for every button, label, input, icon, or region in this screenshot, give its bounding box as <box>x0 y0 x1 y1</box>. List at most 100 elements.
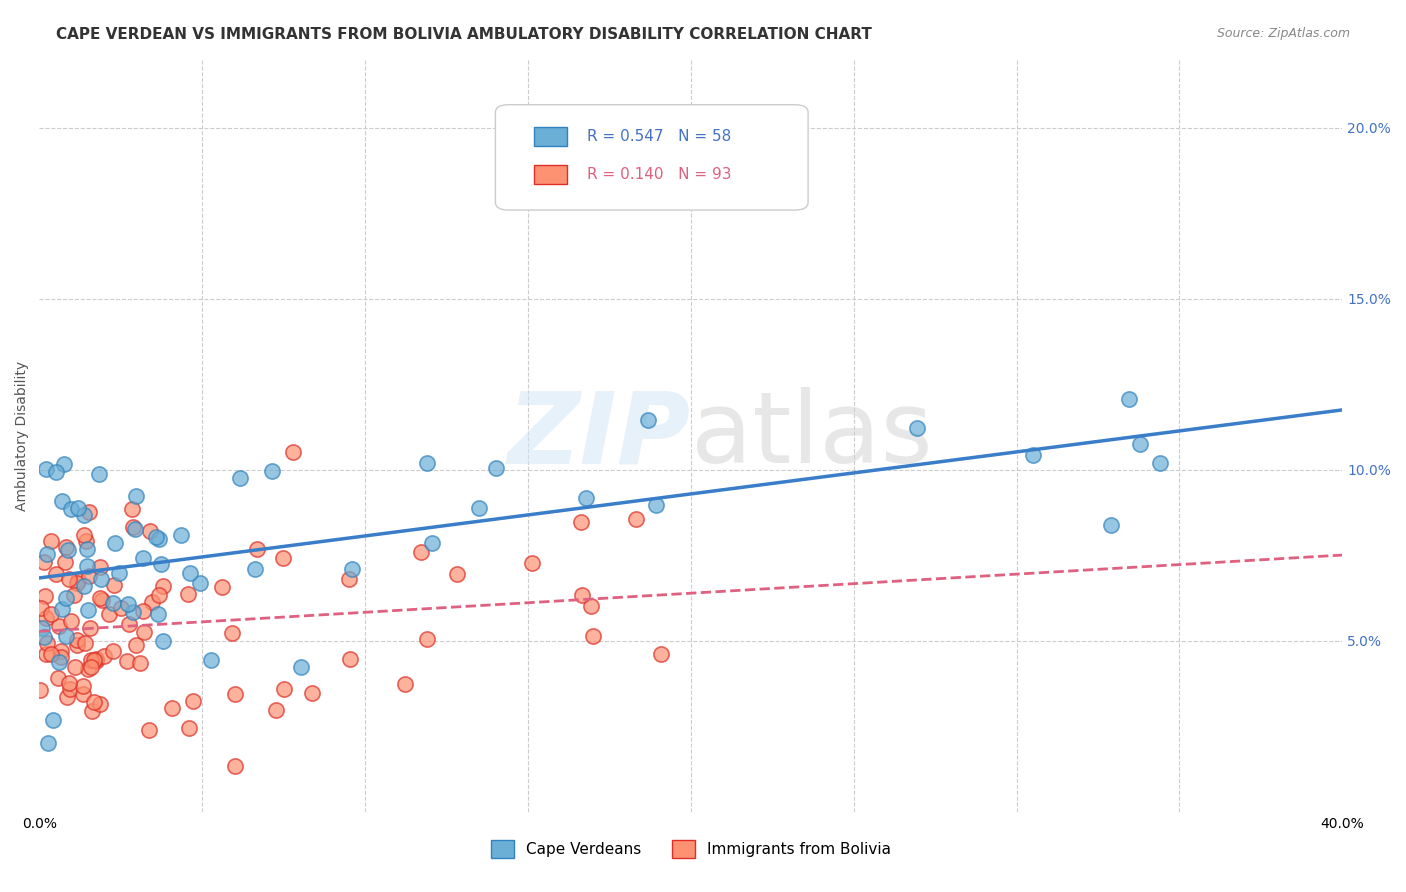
Cape Verdeans <box>59 501 82 516</box>
Immigrants from Bolivia <box>77 662 100 676</box>
Cape Verdeans <box>37 547 59 561</box>
Immigrants from Bolivia <box>63 659 86 673</box>
Immigrants from Bolivia <box>39 647 62 661</box>
Immigrants from Bolivia <box>624 512 647 526</box>
Immigrants from Bolivia <box>83 653 105 667</box>
Immigrants from Bolivia <box>65 576 87 591</box>
Immigrants from Bolivia <box>39 607 62 621</box>
Immigrants from Bolivia <box>221 626 243 640</box>
Text: R = 0.547   N = 58: R = 0.547 N = 58 <box>586 129 731 145</box>
Immigrants from Bolivia <box>83 695 105 709</box>
Immigrants from Bolivia <box>45 566 67 581</box>
Cape Verdeans <box>51 493 73 508</box>
Immigrants from Bolivia <box>121 502 143 516</box>
Immigrants from Bolivia <box>46 671 69 685</box>
Cape Verdeans <box>485 461 508 475</box>
Immigrants from Bolivia <box>72 679 94 693</box>
Immigrants from Bolivia <box>37 636 59 650</box>
Cape Verdeans <box>32 630 55 644</box>
Immigrants from Bolivia <box>93 648 115 663</box>
Cape Verdeans <box>644 498 666 512</box>
Immigrants from Bolivia <box>224 759 246 773</box>
Immigrants from Bolivia <box>176 586 198 600</box>
Immigrants from Bolivia <box>273 682 295 697</box>
Immigrants from Bolivia <box>97 607 120 621</box>
Cape Verdeans <box>131 550 153 565</box>
Cape Verdeans <box>124 522 146 536</box>
Immigrants from Bolivia <box>89 560 111 574</box>
Text: Source: ZipAtlas.com: Source: ZipAtlas.com <box>1216 27 1350 40</box>
Immigrants from Bolivia <box>148 588 170 602</box>
FancyBboxPatch shape <box>534 128 567 146</box>
Immigrants from Bolivia <box>181 694 204 708</box>
Immigrants from Bolivia <box>138 524 160 538</box>
Immigrants from Bolivia <box>569 516 592 530</box>
Immigrants from Bolivia <box>650 647 672 661</box>
Immigrants from Bolivia <box>82 705 104 719</box>
Cape Verdeans <box>45 465 67 479</box>
Immigrants from Bolivia <box>84 652 107 666</box>
Immigrants from Bolivia <box>264 703 287 717</box>
Immigrants from Bolivia <box>122 519 145 533</box>
Immigrants from Bolivia <box>32 555 55 569</box>
Cape Verdeans <box>122 605 145 619</box>
Immigrants from Bolivia <box>138 723 160 738</box>
Immigrants from Bolivia <box>582 629 605 643</box>
Cape Verdeans <box>1129 437 1152 451</box>
Immigrants from Bolivia <box>77 568 100 582</box>
Immigrants from Bolivia <box>28 682 51 697</box>
Immigrants from Bolivia <box>66 632 89 647</box>
Legend: Cape Verdeans, Immigrants from Bolivia: Cape Verdeans, Immigrants from Bolivia <box>485 833 897 864</box>
Immigrants from Bolivia <box>152 579 174 593</box>
Immigrants from Bolivia <box>89 591 111 606</box>
Text: atlas: atlas <box>690 387 932 484</box>
Immigrants from Bolivia <box>337 572 360 586</box>
Immigrants from Bolivia <box>91 593 114 607</box>
Cape Verdeans <box>55 629 77 643</box>
Cape Verdeans <box>107 566 129 581</box>
Immigrants from Bolivia <box>34 611 56 625</box>
Text: ZIP: ZIP <box>508 387 690 484</box>
Immigrants from Bolivia <box>51 649 73 664</box>
Immigrants from Bolivia <box>66 638 89 652</box>
Cape Verdeans <box>73 508 96 522</box>
Immigrants from Bolivia <box>84 654 107 668</box>
Immigrants from Bolivia <box>58 675 80 690</box>
Cape Verdeans <box>1149 457 1171 471</box>
Cape Verdeans <box>179 566 201 581</box>
Immigrants from Bolivia <box>58 573 80 587</box>
Immigrants from Bolivia <box>60 614 83 628</box>
Cape Verdeans <box>58 542 80 557</box>
Cape Verdeans <box>262 464 284 478</box>
Immigrants from Bolivia <box>101 644 124 658</box>
Cape Verdeans <box>31 621 53 635</box>
Cape Verdeans <box>200 653 222 667</box>
Immigrants from Bolivia <box>56 690 79 704</box>
Immigrants from Bolivia <box>416 632 439 647</box>
Text: CAPE VERDEAN VS IMMIGRANTS FROM BOLIVIA AMBULATORY DISABILITY CORRELATION CHART: CAPE VERDEAN VS IMMIGRANTS FROM BOLIVIA … <box>56 27 872 42</box>
Cape Verdeans <box>148 607 170 621</box>
Immigrants from Bolivia <box>67 574 90 588</box>
Cape Verdeans <box>152 633 174 648</box>
Immigrants from Bolivia <box>41 533 63 548</box>
Y-axis label: Ambulatory Disability: Ambulatory Disability <box>15 360 30 511</box>
Cape Verdeans <box>77 603 100 617</box>
Cape Verdeans <box>51 602 73 616</box>
Immigrants from Bolivia <box>129 656 152 670</box>
Immigrants from Bolivia <box>125 638 148 652</box>
Immigrants from Bolivia <box>446 566 468 581</box>
Cape Verdeans <box>290 660 312 674</box>
Immigrants from Bolivia <box>72 687 94 701</box>
Immigrants from Bolivia <box>48 619 70 633</box>
Immigrants from Bolivia <box>301 686 323 700</box>
Cape Verdeans <box>101 596 124 610</box>
Immigrants from Bolivia <box>80 653 103 667</box>
Cape Verdeans <box>420 536 443 550</box>
Cape Verdeans <box>243 562 266 576</box>
Immigrants from Bolivia <box>339 652 361 666</box>
Cape Verdeans <box>48 656 70 670</box>
Cape Verdeans <box>34 462 56 476</box>
Cape Verdeans <box>150 558 173 572</box>
Immigrants from Bolivia <box>80 660 103 674</box>
Cape Verdeans <box>1022 449 1045 463</box>
